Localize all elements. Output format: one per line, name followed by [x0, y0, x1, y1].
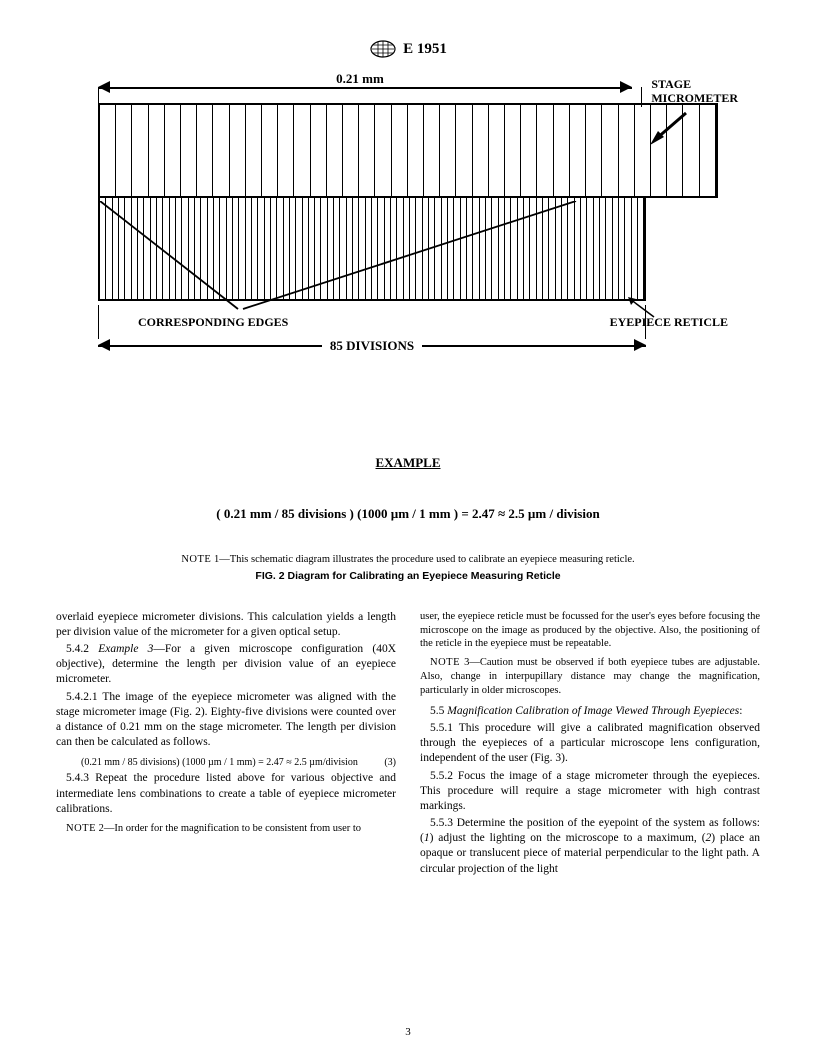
para-5-4-3: 5.4.3 Repeat the procedure listed above …: [56, 771, 396, 817]
note-2: NOTE 2—In order for the magnification to…: [56, 822, 396, 836]
note-3: NOTE 3—Caution must be observed if both …: [420, 656, 760, 698]
bottom-dim-label: 85 DIVISIONS: [322, 338, 422, 353]
para-5-5-3: 5.5.3 Determine the position of the eyep…: [420, 816, 760, 877]
para-5-4-2-1: 5.4.2.1 The image of the eyepiece microm…: [56, 690, 396, 751]
designation: E 1951: [403, 41, 447, 58]
corresponding-edges-label: CORRESPONDING EDGES: [138, 315, 288, 330]
stage-micrometer-ruler: [98, 103, 718, 198]
astm-logo: [369, 40, 397, 58]
figure-caption: FIG. 2 Diagram for Calibrating an Eyepie…: [56, 570, 760, 582]
para-5-4-2: 5.4.2 Example 3—For a given microscope c…: [56, 642, 396, 688]
example-block: EXAMPLE ( 0.21 mm / 85 divisions ) (1000…: [56, 455, 760, 522]
top-dim-label: 0.21 mm: [325, 71, 395, 87]
example-title: EXAMPLE: [56, 455, 760, 471]
example-formula: ( 0.21 mm / 85 divisions ) (1000 µm / 1 …: [56, 506, 760, 522]
para-continuation: overlaid eyepiece micrometer divisions. …: [56, 610, 396, 640]
top-dimension: 0.21 mm: [88, 73, 728, 101]
note-2-cont: user, the eyepiece reticle must be focus…: [420, 610, 760, 652]
eyepiece-reticle-ruler: [98, 196, 646, 301]
eyepiece-reticle-label: EYEPIECE RETICLE: [610, 315, 728, 330]
figure-2-diagram: 0.21 mm STAGE MICROMETER CORRESPONDING E…: [88, 73, 728, 360]
right-column: user, the eyepiece reticle must be focus…: [420, 610, 760, 879]
body-columns: overlaid eyepiece micrometer divisions. …: [56, 610, 760, 879]
page-number: 3: [0, 1026, 816, 1038]
para-5-5-1: 5.5.1 This procedure will give a calibra…: [420, 721, 760, 767]
bottom-dimension: 85 DIVISIONS: [98, 337, 646, 357]
stage-micrometer-label: STAGE MICROMETER: [651, 78, 738, 106]
para-5-5: 5.5 Magnification Calibration of Image V…: [420, 704, 760, 719]
page-header: E 1951: [56, 40, 760, 58]
note-1: NOTE 1—This schematic diagram illustrate…: [56, 552, 760, 568]
para-5-5-2: 5.5.2 Focus the image of a stage microme…: [420, 769, 760, 815]
left-column: overlaid eyepiece micrometer divisions. …: [56, 610, 396, 879]
equation-3: (0.21 mm / 85 divisions) (1000 µm / 1 mm…: [71, 756, 396, 769]
